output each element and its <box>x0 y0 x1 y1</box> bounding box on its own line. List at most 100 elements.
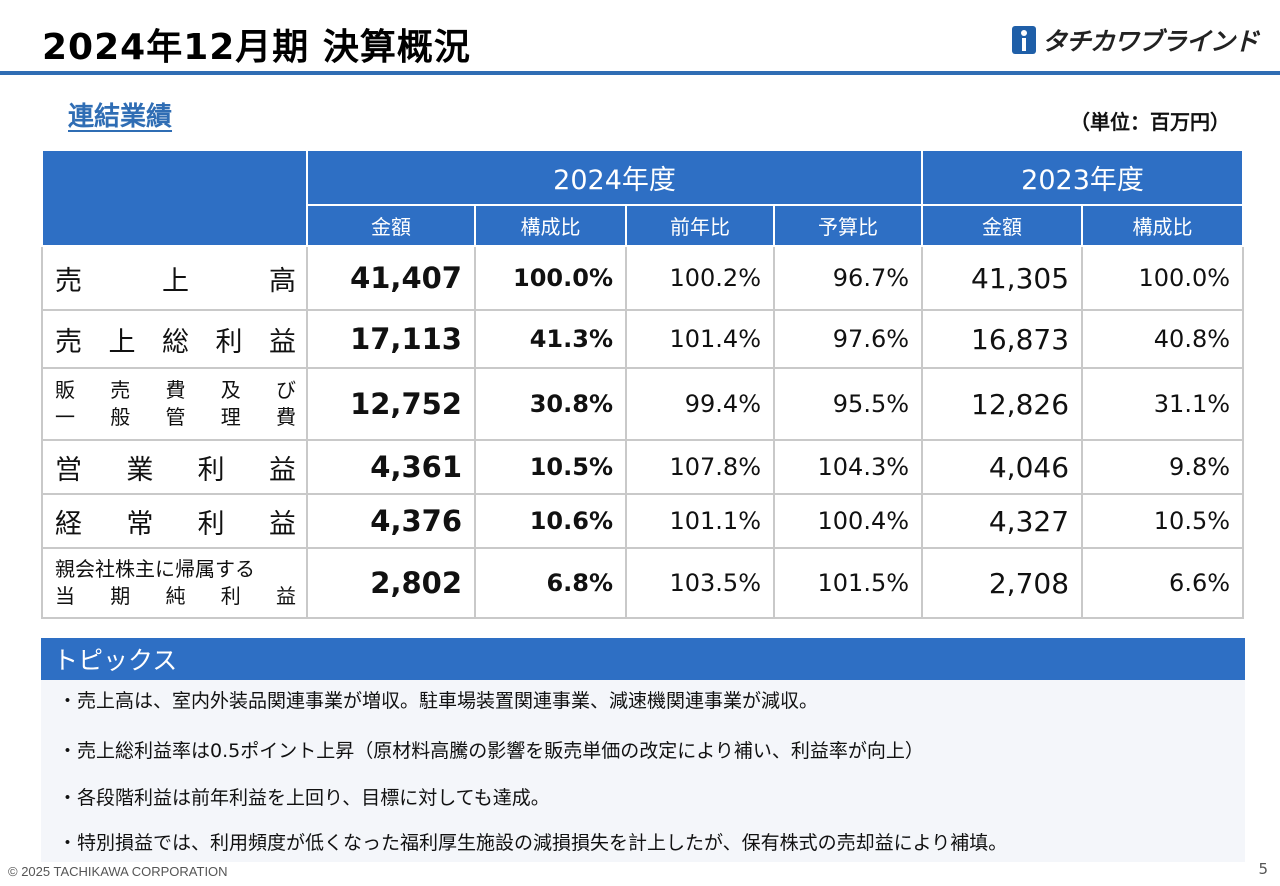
label-char: 常 <box>126 508 154 540</box>
label-char: 理 <box>220 405 241 429</box>
cell-amount: 4,361 <box>306 439 476 495</box>
label-char: 利 <box>197 508 225 540</box>
cell-ratio: 10.5% <box>474 439 627 495</box>
cell-vs-budget: 96.7% <box>772 245 924 311</box>
cell-amount: 12,752 <box>306 367 476 441</box>
header-vs-budget: 予算比 <box>772 204 924 247</box>
topic-item: ・各段階利益は前年利益を上回り、目標に対しても達成。 <box>58 787 550 809</box>
table-row: 経 常 利 益 4,376 10.6% 101.1% 100.4% 4,327 10.5% <box>41 493 1245 549</box>
cell-prev-ratio: 10.5% <box>1081 493 1245 549</box>
cell-yoy: 101.1% <box>625 493 775 549</box>
table-row: 販売費及び一般管理費 12,752 30.8% 99.4% 95.5% 12,826 31.… <box>41 367 1245 441</box>
header-amount: 金額 <box>306 204 476 247</box>
label-char: 益 <box>276 584 296 608</box>
row-label: 販売費及び一般管理費 <box>41 367 308 441</box>
row-label-line: 販売費及び <box>55 377 296 404</box>
label-char: び <box>276 378 296 402</box>
label-char: 利 <box>197 454 225 486</box>
label-char: 営 <box>55 454 82 486</box>
label-char: 上 <box>162 265 189 297</box>
header-prev-ratio: 構成比 <box>1081 204 1245 247</box>
label-char: 利 <box>220 584 241 608</box>
cell-vs-budget: 100.4% <box>772 493 924 549</box>
cell-ratio: 10.6% <box>474 493 627 549</box>
cell-prev-amount: 4,327 <box>921 493 1084 549</box>
row-label: 営業利益 <box>41 439 308 495</box>
cell-vs-budget: 95.5% <box>772 367 924 441</box>
label-char: 販 <box>55 378 75 402</box>
table-row: 売上総利益 17,113 41.3% 101.4% 97.6% 16,873 40.8% <box>41 309 1245 369</box>
tachikawa-logo-icon <box>1012 26 1036 54</box>
row-label-line: 営業利益 <box>55 448 296 487</box>
label-char: 一 <box>55 405 75 429</box>
label-char: 益 <box>268 454 296 486</box>
cell-prev-ratio: 6.6% <box>1081 547 1245 619</box>
header-prev-amount: 金額 <box>921 204 1084 247</box>
label-char: 売 <box>55 265 82 297</box>
label-char: 上 <box>108 326 136 358</box>
label-char: 及 <box>220 378 241 402</box>
topics-panel <box>41 680 1245 862</box>
cell-prev-amount: 4,046 <box>921 439 1084 495</box>
cell-prev-ratio: 9.8% <box>1081 439 1245 495</box>
copyright: © 2025 TACHIKAWA CORPORATION <box>8 864 228 879</box>
cell-amount: 4,376 <box>306 493 476 549</box>
cell-vs-budget: 97.6% <box>772 309 924 369</box>
topic-item: ・売上総利益率は0.5ポイント上昇（原材料高騰の影響を販売単価の改定により補い、… <box>58 740 924 762</box>
cell-prev-ratio: 31.1% <box>1081 367 1245 441</box>
cell-prev-amount: 41,305 <box>921 245 1084 311</box>
label-char: 高 <box>269 265 296 297</box>
label-char: 総 <box>162 326 189 358</box>
title-divider <box>0 71 1280 75</box>
header-ratio: 構成比 <box>474 204 627 247</box>
label-char: 益 <box>269 326 296 358</box>
label-char: 管 <box>165 405 186 429</box>
topics-heading: トピックス <box>41 638 1245 680</box>
cell-ratio: 30.8% <box>474 367 627 441</box>
cell-prev-amount: 2,708 <box>921 547 1084 619</box>
row-label-line: 売上総利益 <box>55 320 296 359</box>
label-char: 益 <box>268 508 296 540</box>
label-char: 売 <box>110 378 131 402</box>
row-label-line: 当期純利益 <box>55 583 296 610</box>
label-char: 純 <box>165 584 186 608</box>
logo-text: タチカワブラインド <box>1042 27 1259 56</box>
label-char: 利 <box>215 326 243 358</box>
topic-item: ・売上高は、室内外装品関連事業が増収。駐車場装置関連事業、減速機関連事業が減収。 <box>58 690 819 712</box>
cell-yoy: 99.4% <box>625 367 775 441</box>
cell-ratio: 41.3% <box>474 309 627 369</box>
topic-item: ・特別損益では、利用頻度が低くなった福利厚生施設の減損損失を計上したが、保有株式… <box>58 832 1008 854</box>
row-label-line: 経常利益 <box>55 502 296 541</box>
header-fy2023: 2023年度 <box>921 149 1245 206</box>
unit-label: （単位：百万円） <box>1070 110 1230 134</box>
label-char: 経 <box>55 508 82 540</box>
cell-prev-amount: 12,826 <box>921 367 1084 441</box>
table-row: 親会社株主に帰属する当 期 純 利 益 2,802 6.8% 103.5% 101.5% 2,70… <box>41 547 1245 619</box>
label-char: 般 <box>110 405 131 429</box>
row-label: 経常利益 <box>41 493 308 549</box>
cell-yoy: 107.8% <box>625 439 775 495</box>
cell-yoy: 101.4% <box>625 309 775 369</box>
row-label: 売上総利益 <box>41 309 308 369</box>
company-logo: タチカワブラインド <box>1012 24 1259 56</box>
header-corner <box>41 149 308 247</box>
label-char: 売 <box>55 326 82 358</box>
cell-vs-budget: 104.3% <box>772 439 924 495</box>
page-number: 5 <box>1258 860 1268 878</box>
cell-amount: 17,113 <box>306 309 476 369</box>
cell-ratio: 100.0% <box>474 245 627 311</box>
cell-ratio: 6.8% <box>474 547 627 619</box>
cell-amount: 2,802 <box>306 547 476 619</box>
cell-yoy: 103.5% <box>625 547 775 619</box>
cell-vs-budget: 101.5% <box>772 547 924 619</box>
label-char: 費 <box>165 378 186 402</box>
cell-yoy: 100.2% <box>625 245 775 311</box>
cell-amount: 41,407 <box>306 245 476 311</box>
cell-prev-ratio: 40.8% <box>1081 309 1245 369</box>
table-row: 売上高 41,407 100.0% 100.2% 96.7% 41,305 100.0% <box>41 245 1245 311</box>
row-label: 売上高 <box>41 245 308 311</box>
table-row: 営 業 利 益 4,361 10.5% 107.8% 104.3% 4,046 9.8% <box>41 439 1245 495</box>
row-label-line: 親会社株主に帰属する <box>55 557 255 581</box>
cell-prev-amount: 16,873 <box>921 309 1084 369</box>
